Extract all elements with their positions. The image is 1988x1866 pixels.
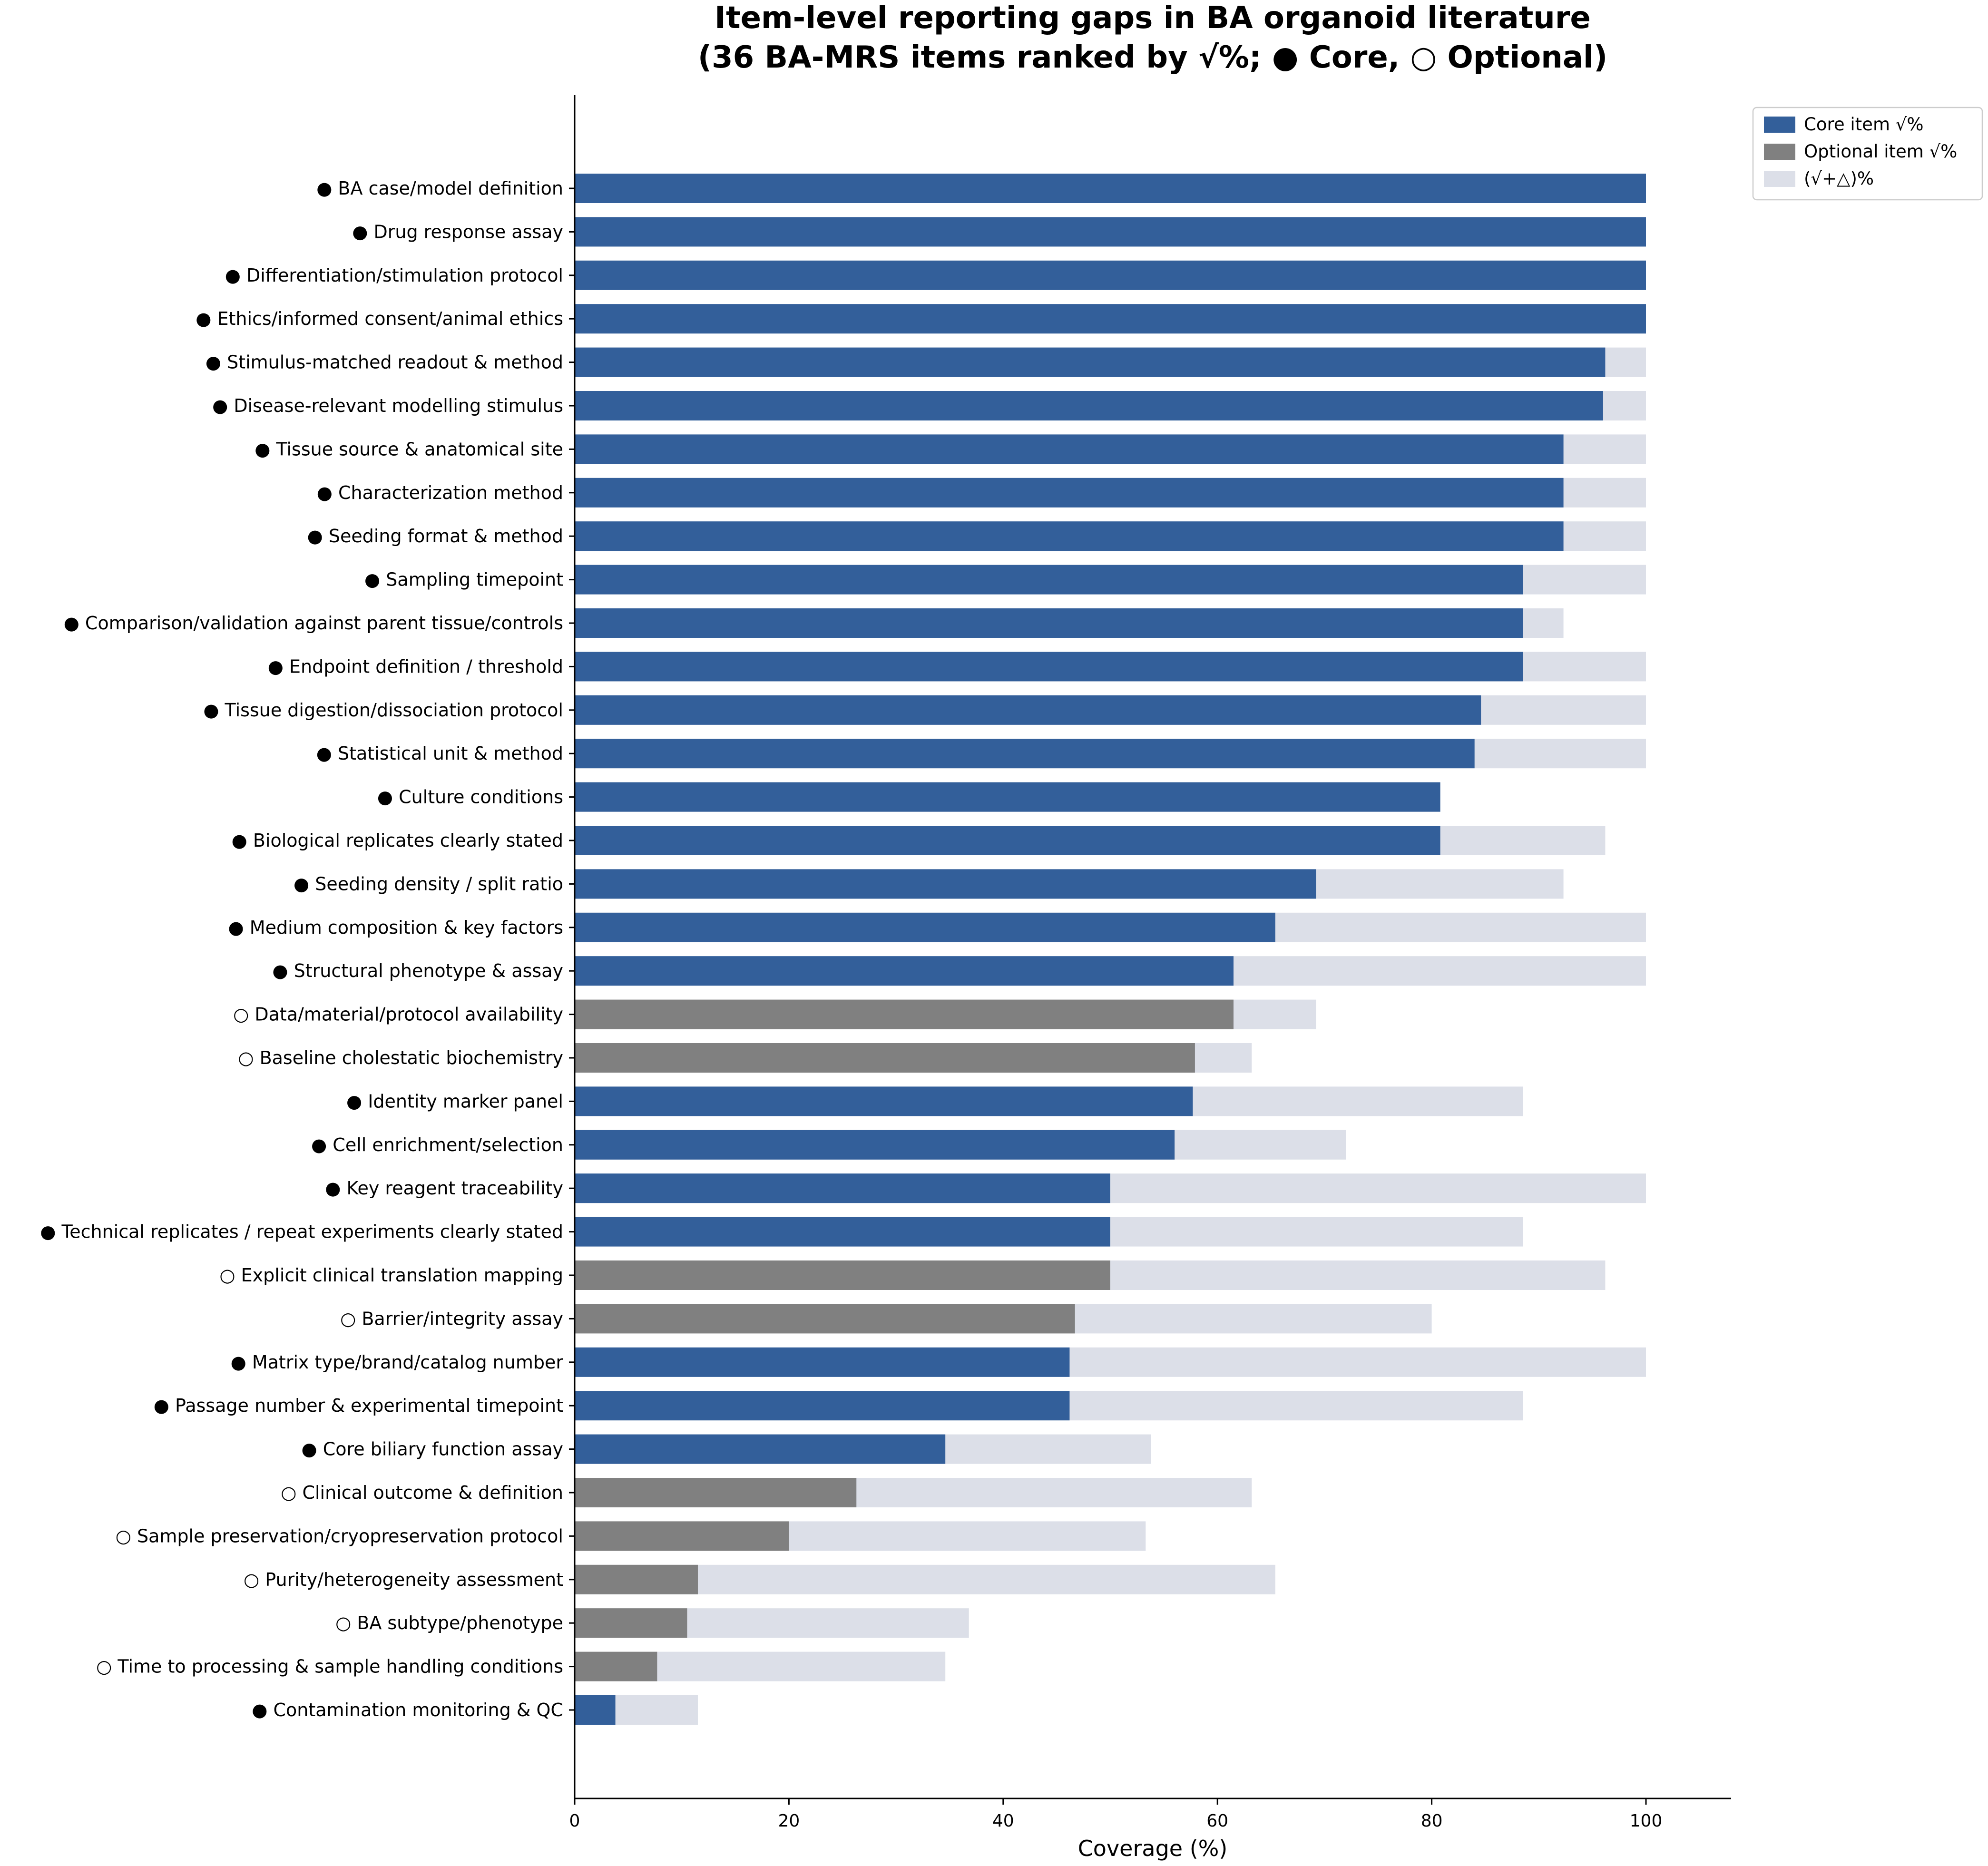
category-label: ● Sampling timepoint (364, 569, 563, 590)
legend-swatch-core (1764, 117, 1795, 133)
bar-core (575, 1173, 1110, 1203)
legend-swatch-combined (1764, 171, 1795, 187)
bar-core (575, 608, 1523, 638)
check-bars (575, 174, 1646, 1725)
category-label: ● Tissue source & anatomical site (255, 439, 563, 459)
category-label: ● Ethics/informed consent/animal ethics (196, 308, 563, 329)
category-label: ● BA case/model definition (316, 178, 563, 199)
legend-label-optional: Optional item √% (1804, 141, 1957, 162)
category-label: ○ Barrier/integrity assay (340, 1308, 563, 1329)
chart-title: Item-level reporting gaps in BA organoid… (715, 0, 1591, 36)
bar-optional (575, 1260, 1110, 1290)
bar-optional (575, 1304, 1075, 1334)
bar-core (575, 739, 1475, 769)
legend-label-core: Core item √% (1804, 114, 1923, 135)
bar-optional (575, 1043, 1195, 1073)
category-label: ● Endpoint definition / threshold (268, 656, 563, 677)
category-label: ● Culture conditions (377, 787, 563, 808)
x-tick-label: 20 (778, 1811, 800, 1831)
category-labels: ● BA case/model definition ● Drug respons… (40, 178, 575, 1720)
legend-frame (1752, 107, 1983, 201)
category-label: ● Cell enrichment/selection (311, 1134, 563, 1155)
category-label: ○ Explicit clinical translation mapping (219, 1265, 563, 1286)
category-label: ● Core biliary function assay (302, 1439, 564, 1460)
bar-core (575, 521, 1564, 551)
bar-core (575, 1391, 1070, 1421)
bar-core (575, 1217, 1110, 1247)
x-tick-label: 40 (992, 1811, 1014, 1831)
category-label: ● Comparison/validation against parent t… (64, 613, 563, 634)
bar-core (575, 1086, 1193, 1116)
category-label: ● Passage number & experimental timepoin… (154, 1395, 563, 1416)
bar-core (575, 956, 1234, 986)
category-label: ● Seeding format & method (307, 526, 563, 547)
category-label: ○ Purity/heterogeneity assessment (244, 1569, 563, 1590)
bar-core (575, 652, 1523, 682)
category-label: ● Disease-relevant modelling stimulus (212, 395, 563, 416)
category-label: ● Medium composition & key factors (228, 917, 563, 938)
bar-optional (575, 1651, 657, 1681)
category-label: ● Identity marker panel (346, 1091, 563, 1112)
x-axis-label: Coverage (%) (1078, 1836, 1228, 1861)
category-label: ○ BA subtype/phenotype (335, 1612, 563, 1633)
category-label: ● Statistical unit & method (316, 743, 563, 764)
legend: Core item √% Optional item √% (√+△)% (1752, 107, 1983, 201)
category-label: ● Seeding density / split ratio (294, 873, 563, 894)
bar-core (575, 174, 1646, 203)
x-tick-label: 60 (1206, 1811, 1228, 1831)
x-ticks: 0 20 40 60 80 100 (569, 1798, 1663, 1831)
category-label: ● Tissue digestion/dissociation protocol (203, 700, 563, 721)
category-label: ● Stimulus-matched readout & method (206, 352, 563, 373)
x-tick-label: 80 (1421, 1811, 1443, 1831)
bar-core (575, 478, 1564, 508)
legend-swatch-optional (1764, 144, 1795, 160)
x-tick-label: 0 (569, 1811, 580, 1831)
category-label: ● Characterization method (317, 482, 563, 503)
category-label: ● Matrix type/brand/catalog number (231, 1352, 564, 1373)
bar-core (575, 1130, 1175, 1160)
x-tick-label: 100 (1630, 1811, 1663, 1831)
category-label: ● Biological replicates clearly stated (232, 830, 563, 851)
legend-label-combined: (√+△)% (1804, 168, 1874, 189)
bar-core (575, 347, 1606, 377)
category-label: ● Technical replicates / repeat experime… (40, 1221, 563, 1242)
category-label: ○ Data/material/protocol availability (233, 1004, 563, 1025)
bar-core (575, 260, 1646, 290)
category-label: ● Key reagent traceability (325, 1178, 563, 1199)
category-label: ● Structural phenotype & assay (272, 960, 563, 981)
bar-core (575, 1434, 946, 1464)
bar-core (575, 434, 1564, 464)
bar-optional (575, 999, 1234, 1029)
bar-core (575, 1347, 1070, 1377)
bar-optional (575, 1478, 857, 1507)
bar-optional (575, 1564, 698, 1594)
bar-optional (575, 1521, 789, 1551)
bar-core (575, 391, 1603, 420)
bar-core (575, 565, 1523, 595)
bar-core (575, 1695, 616, 1725)
category-label: ● Differentiation/stimulation protocol (225, 265, 563, 286)
category-label: ● Drug response assay (352, 221, 563, 242)
category-label: ○ Sample preservation/cryopreservation p… (116, 1525, 563, 1546)
bar-core (575, 869, 1316, 899)
category-label: ○ Baseline cholestatic biochemistry (238, 1047, 563, 1068)
category-label: ○ Time to processing & sample handling c… (96, 1656, 563, 1677)
bar-core (575, 912, 1275, 942)
bar-core (575, 304, 1646, 334)
bar-core (575, 217, 1646, 247)
category-label: ● Contamination monitoring & QC (252, 1700, 563, 1720)
chart-subtitle: (36 BA-MRS items ranked by √%; ● Core, ○… (698, 40, 1607, 75)
category-label: ○ Clinical outcome & definition (281, 1482, 563, 1503)
bar-core (575, 695, 1481, 725)
bar-optional (575, 1608, 687, 1638)
bar-core (575, 782, 1440, 812)
bar-core (575, 826, 1440, 855)
